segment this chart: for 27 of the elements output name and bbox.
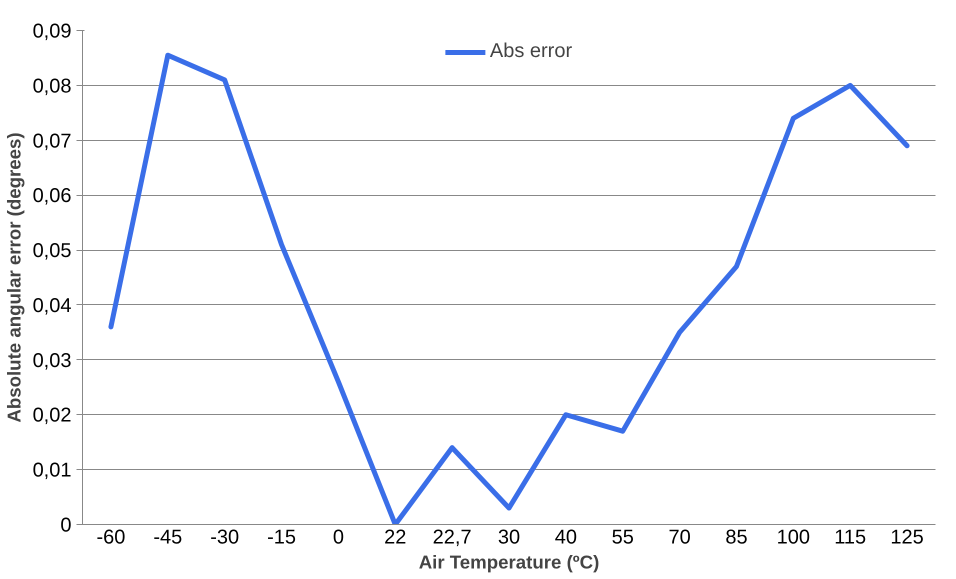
x-tick-label: 30 [498,526,520,548]
x-tick-label: 55 [612,526,634,548]
y-tick-label: 0,03 [32,350,72,372]
x-tick-label: 0 [332,526,344,548]
y-tick-label: 0,06 [32,185,72,208]
y-axis-title: Absolute angular error (degrees) [4,132,25,423]
x-tick-label: 115 [834,526,866,548]
x-tick-label: 85 [725,526,748,548]
x-tick-label: 70 [668,526,691,548]
x-tick-label: 22,7 [432,526,472,548]
y-tick-label: 0,05 [32,240,72,262]
x-tick-label: -30 [210,526,240,548]
x-tick-label: 40 [554,526,577,548]
y-tick-label: 0,07 [32,130,72,152]
x-tick-label: -15 [267,526,296,548]
x-tick-label: -45 [153,526,182,548]
x-tick-label: 22 [384,526,406,548]
y-tick-label: 0,09 [32,20,72,42]
x-tick-label: -60 [96,526,126,548]
x-axis-title: Air Temperature (ºC) [418,552,600,572]
legend-label: Abs error [490,40,572,63]
y-tick-label: 0,02 [32,404,72,427]
y-tick-label: 0,01 [32,460,72,482]
x-tick-label: 125 [890,526,924,548]
y-tick-label: 0,04 [32,294,72,317]
x-tick-label: 100 [776,526,810,548]
y-tick-label: 0,08 [32,75,72,98]
